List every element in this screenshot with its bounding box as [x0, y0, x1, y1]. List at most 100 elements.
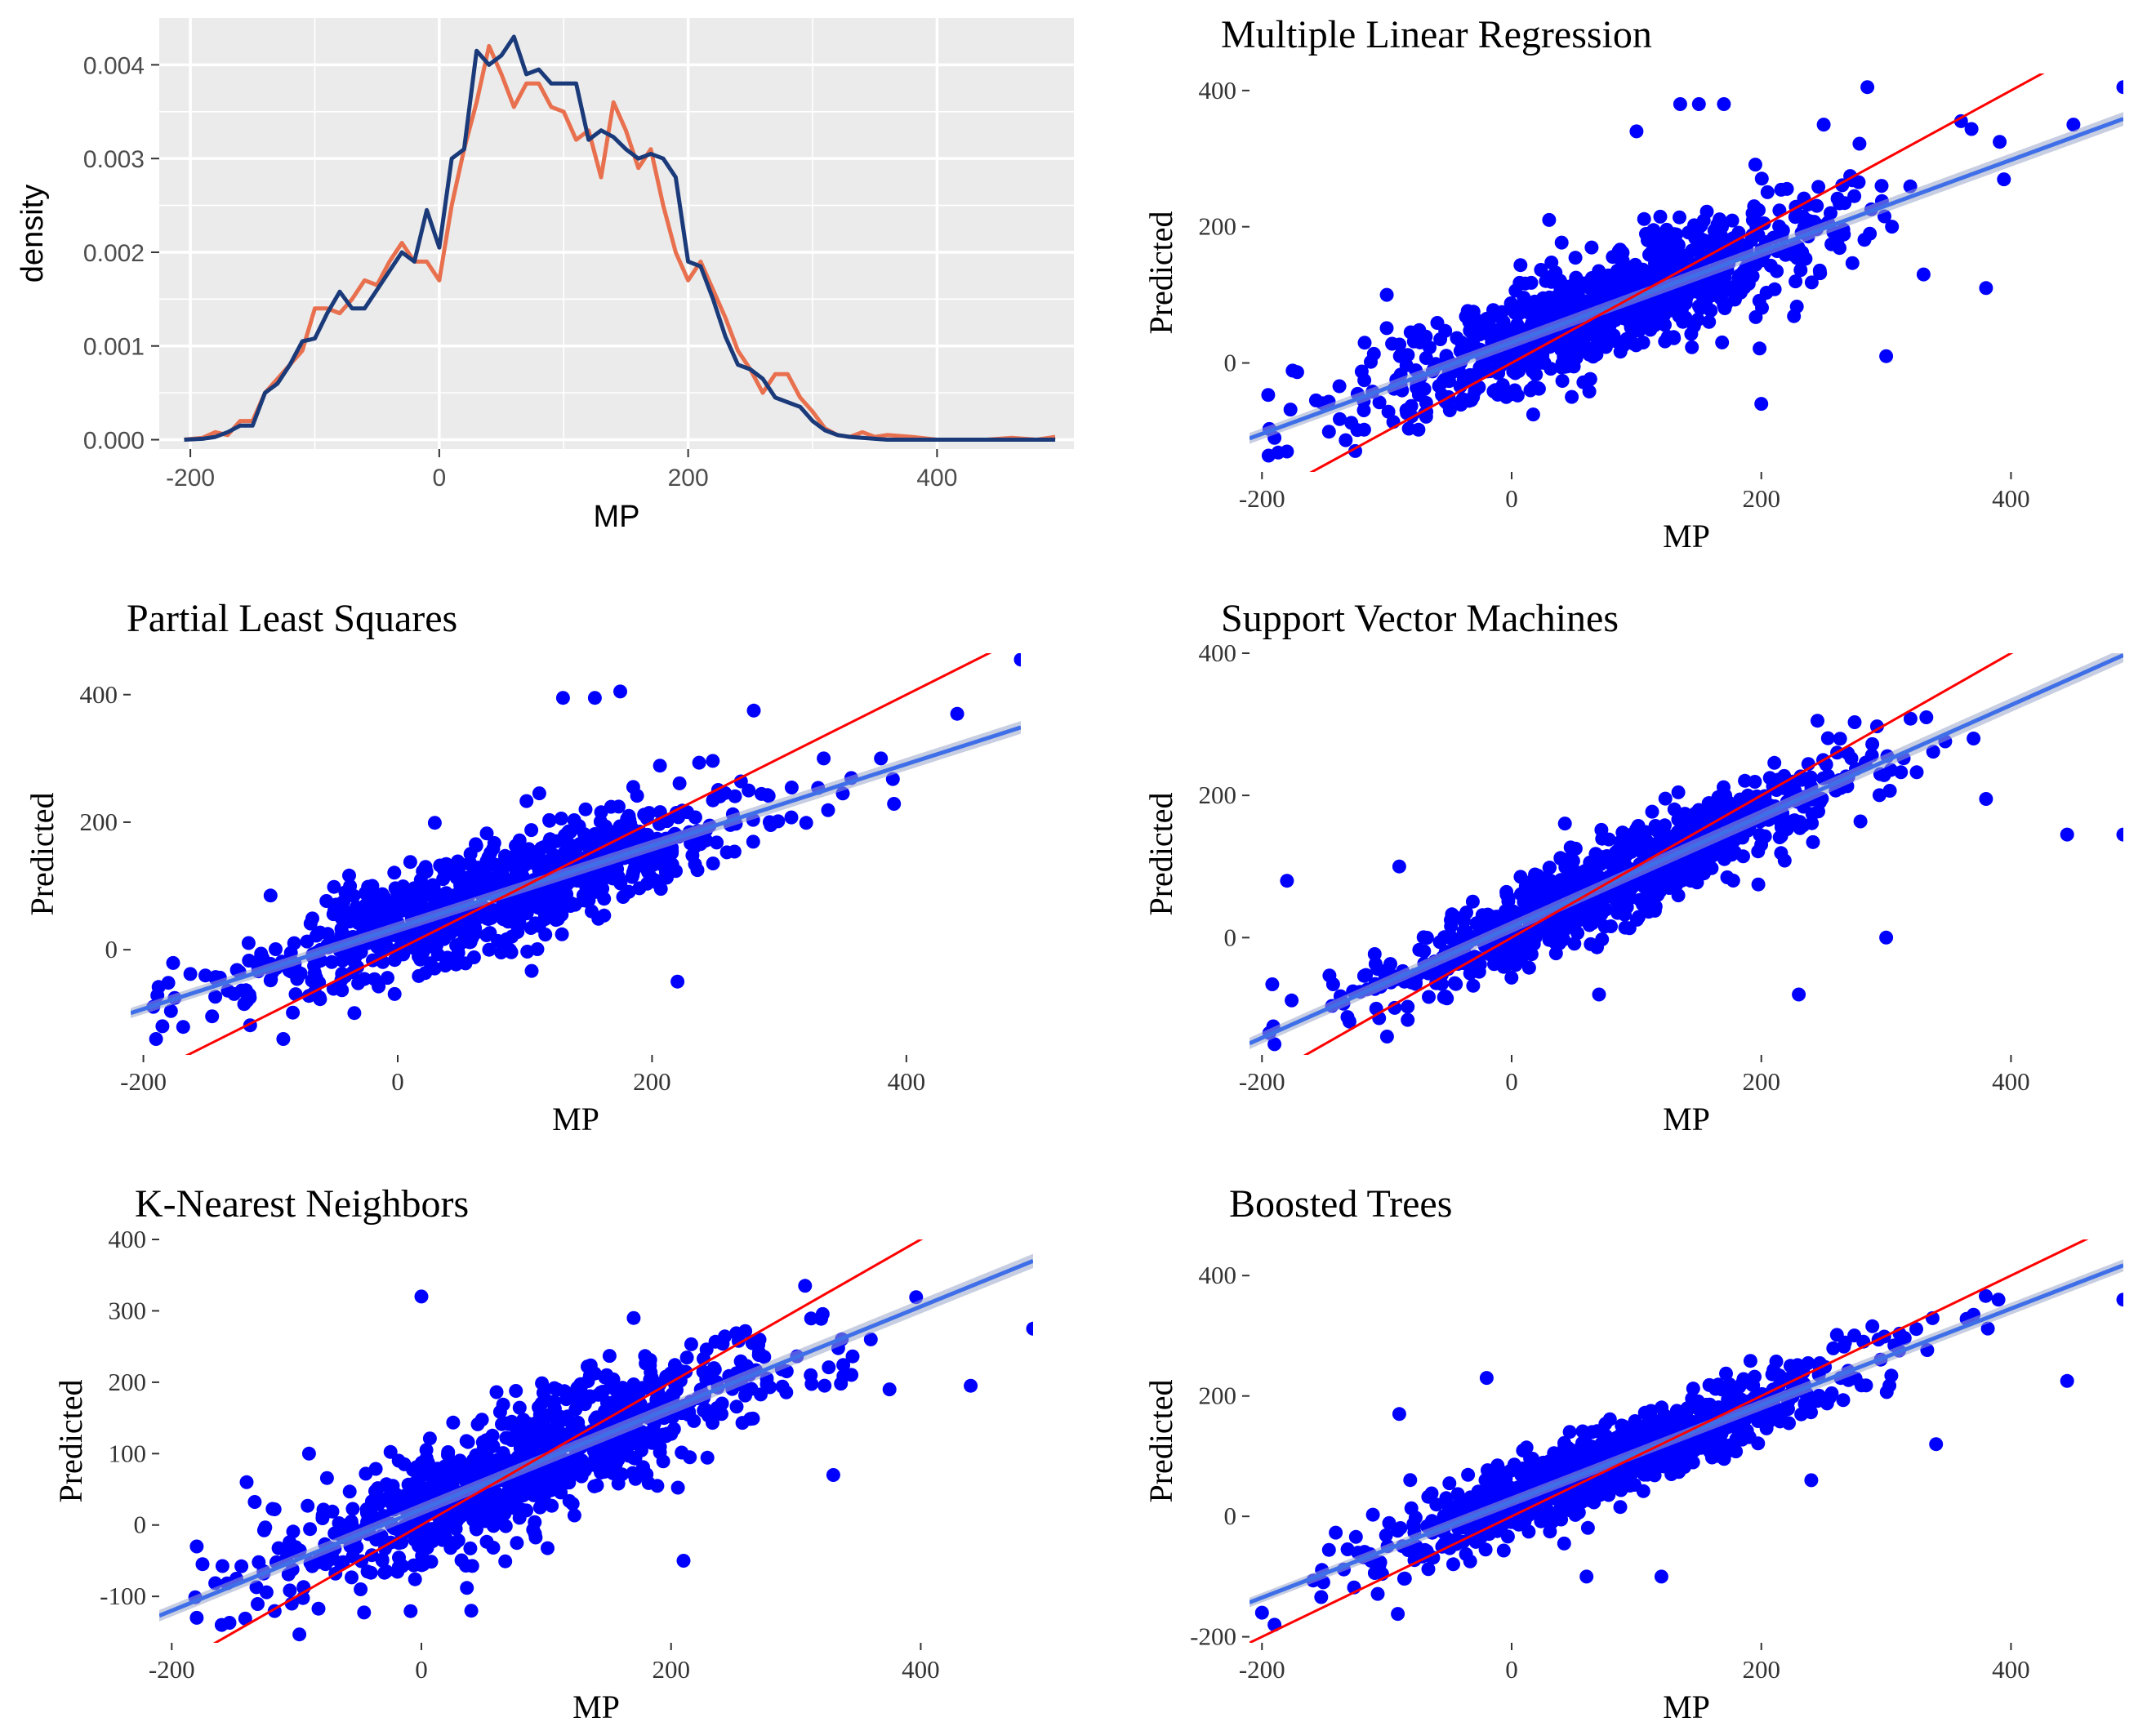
data-point	[1475, 323, 1489, 338]
data-point	[1655, 1400, 1669, 1415]
data-point	[595, 881, 610, 896]
data-point	[368, 892, 382, 906]
data-point	[267, 1502, 282, 1516]
x-tick-label: 0	[1505, 484, 1518, 513]
data-point	[388, 1498, 403, 1513]
data-point	[672, 776, 687, 790]
data-point	[1454, 398, 1468, 412]
data-point	[1860, 80, 1875, 95]
data-point	[1829, 1328, 1844, 1342]
y-tick-label: 400	[80, 680, 118, 709]
data-point	[1472, 964, 1486, 979]
data-point	[1499, 904, 1512, 919]
data-point	[1653, 209, 1668, 224]
data-point	[485, 856, 499, 870]
data-point	[1504, 970, 1519, 985]
data-point	[1597, 892, 1610, 907]
data-point	[1379, 1528, 1393, 1542]
data-point	[510, 925, 525, 939]
data-point	[1830, 234, 1845, 248]
data-point	[1643, 323, 1658, 337]
data-point	[685, 848, 700, 863]
data-point	[1348, 1529, 1363, 1544]
data-point	[1964, 122, 1979, 136]
data-point	[1356, 422, 1371, 437]
data-point	[1865, 736, 1880, 751]
data-point	[149, 1032, 163, 1046]
y-tick-label: 400	[1199, 76, 1237, 105]
data-point	[430, 888, 444, 902]
data-point	[1692, 299, 1706, 314]
data-point	[1788, 274, 1803, 289]
data-point	[1604, 919, 1618, 933]
data-point	[327, 879, 341, 894]
data-point	[1344, 416, 1359, 430]
data-point	[1980, 1321, 1995, 1336]
data-point	[542, 813, 557, 828]
data-point	[286, 1524, 301, 1539]
data-point	[342, 868, 356, 883]
y-tick-label: 200	[1199, 1382, 1237, 1410]
data-point	[510, 1536, 524, 1551]
data-point	[413, 1491, 428, 1506]
data-point	[427, 961, 442, 976]
data-point	[313, 992, 327, 1007]
data-point	[163, 1003, 178, 1018]
data-point	[1699, 1437, 1713, 1452]
data-point	[1595, 932, 1610, 946]
data-point	[1517, 291, 1531, 305]
data-point	[1432, 935, 1447, 950]
data-point	[1804, 275, 1819, 290]
data-point	[463, 847, 478, 861]
data-point	[256, 1523, 271, 1537]
data-point	[606, 1372, 621, 1386]
data-point	[1539, 918, 1553, 932]
data-point	[1704, 861, 1719, 875]
data-point	[1859, 1378, 1873, 1393]
data-point	[1580, 1520, 1595, 1535]
data-point	[1874, 179, 1889, 194]
x-tick-label: 200	[668, 465, 709, 492]
data-point	[1787, 309, 1802, 323]
y-tick-label: 0.001	[83, 334, 145, 361]
x-tick-label: 200	[633, 1067, 671, 1096]
points-group	[146, 653, 1021, 1046]
data-point	[1441, 1499, 1456, 1514]
data-point	[1308, 393, 1323, 407]
data-point	[763, 1380, 777, 1395]
data-point	[665, 846, 679, 861]
data-point	[1468, 384, 1482, 398]
data-point	[1979, 792, 1993, 806]
data-point	[449, 1514, 464, 1528]
data-point	[1548, 265, 1563, 280]
data-point	[591, 911, 606, 926]
data-point	[2060, 1373, 2074, 1388]
data-point	[1633, 831, 1648, 846]
data-point	[271, 1541, 286, 1555]
y-tick-label: 400	[1199, 1261, 1237, 1289]
data-point	[651, 1386, 666, 1400]
data-point	[1568, 841, 1583, 856]
data-point	[590, 1478, 604, 1493]
data-point	[394, 895, 408, 910]
data-point	[1637, 211, 1651, 226]
data-point	[524, 963, 539, 978]
data-point	[626, 780, 640, 794]
data-point	[733, 774, 748, 789]
data-point	[1766, 1404, 1781, 1419]
data-point	[532, 1407, 547, 1422]
data-point	[1801, 198, 1815, 211]
data-point	[1365, 1507, 1380, 1522]
data-point	[662, 1368, 677, 1383]
data-point	[593, 814, 608, 829]
data-point	[1333, 412, 1347, 426]
data-point	[1805, 816, 1820, 830]
data-point	[1379, 287, 1394, 302]
data-point	[1702, 290, 1716, 304]
data-point	[1712, 803, 1726, 818]
data-point	[345, 1549, 360, 1564]
data-point	[1416, 930, 1431, 945]
data-point	[413, 888, 428, 903]
data-point	[1645, 804, 1659, 819]
